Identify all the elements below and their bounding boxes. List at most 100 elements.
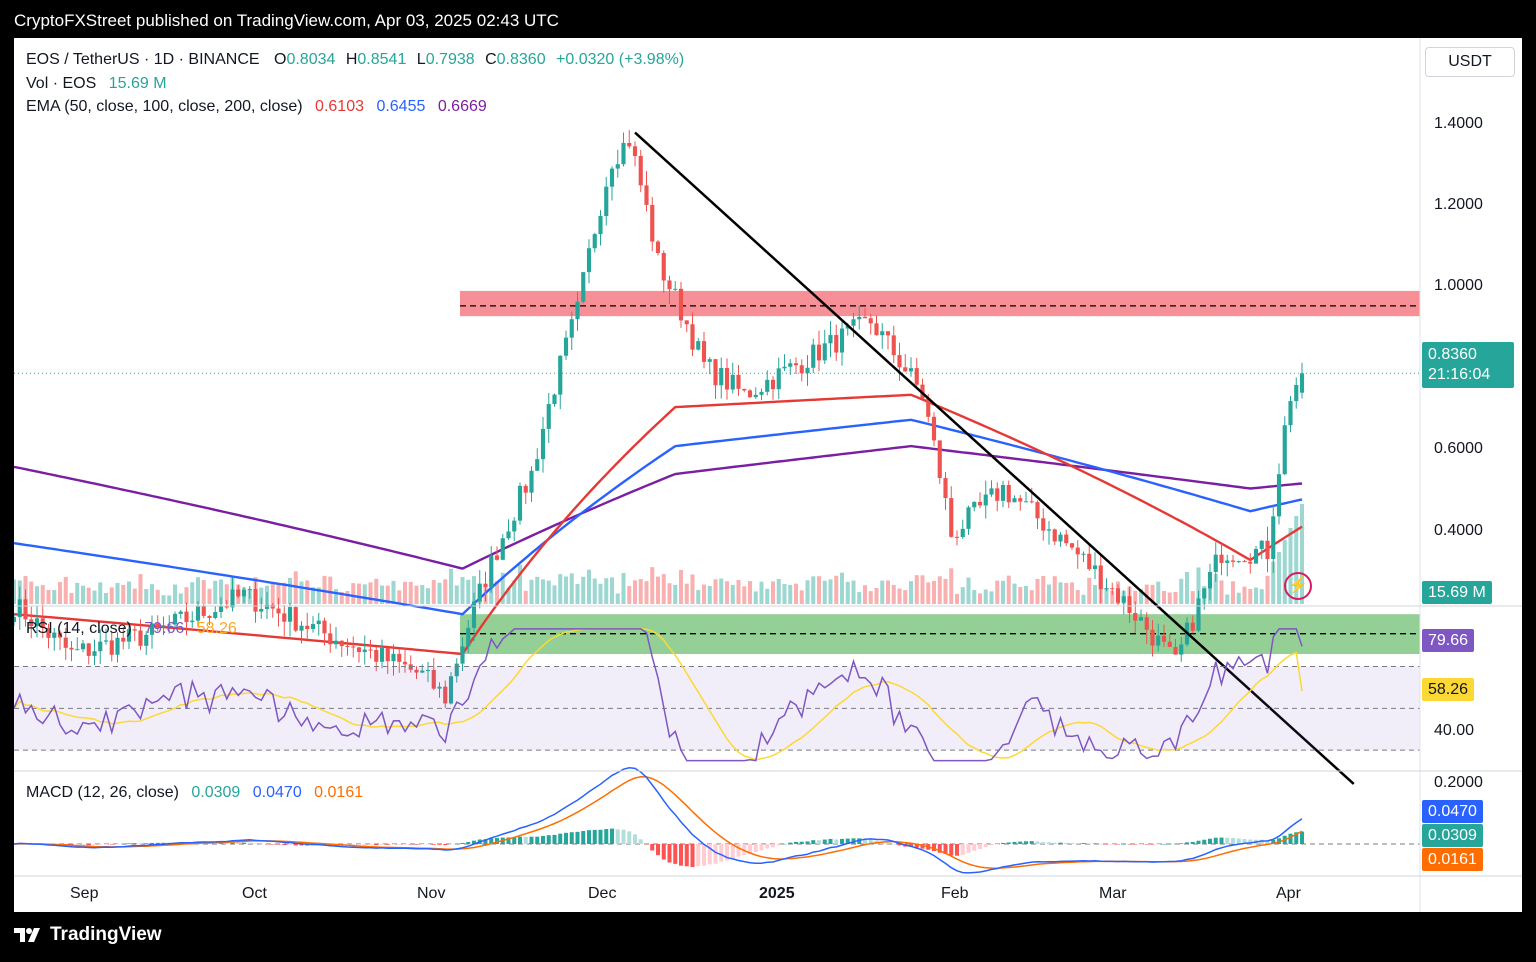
macd-legend[interactable]: MACD (12, 26, close) 0.0309 0.0470 0.016… [26,784,363,802]
volume-bar [868,591,873,604]
candle [868,318,873,324]
currency-selector[interactable]: USDT [1425,47,1515,77]
macd-histogram-bar [535,836,540,844]
chart-canvas[interactable] [14,38,1522,912]
candle [270,604,275,609]
volume-bar [1052,576,1057,604]
volume-bar [1265,575,1270,604]
macd-histogram-bar [684,844,689,867]
publish-header: CryptoFXStreet published on TradingView.… [14,11,559,30]
macd-histogram-bar [759,844,764,851]
candle [977,501,983,506]
open-value: 0.8034 [286,51,336,68]
volume-bar [586,569,592,604]
change-value: +0.0320 (+3.98%) [556,51,685,68]
macd-histogram-bar [1202,839,1207,844]
macd-hist-badge: 0.0309 [1422,824,1483,847]
macd-histogram-bar [1299,831,1305,844]
volume-bar [891,584,896,604]
macd-histogram-bar [805,841,810,844]
candle [75,649,80,651]
macd-histogram-bar [408,844,413,845]
symbol-legend[interactable]: EOS / TetherUS · 1D · BINANCE O0.8034 H0… [26,51,684,69]
volume-bar [345,590,350,604]
rsi-badge: 79.66 [1422,629,1475,652]
candle [103,640,109,642]
macd-histogram-bar [558,833,563,844]
candle [1133,612,1138,621]
high-label: H [345,51,358,68]
macd-histogram-bar [972,844,977,851]
macd-histogram-bar [443,844,448,846]
volume-bar [908,581,914,604]
candle [650,204,655,242]
last-price-badge[interactable]: 0.8360 21:16:04 [1422,342,1514,388]
chart-frame[interactable]: EOS / TetherUS · 1D · BINANCE O0.8034 H0… [14,38,1522,912]
macd-histogram-bar [92,844,97,846]
macd-histogram-bar [1242,838,1247,844]
candle [132,629,137,631]
candle [1253,548,1259,564]
candle [512,520,517,532]
macd-histogram-bar [598,829,603,844]
volume-bar [391,580,396,604]
volume-legend[interactable]: Vol · EOS 15.69 M [26,75,167,93]
volume-bar [730,584,735,604]
volume-bar [701,584,707,604]
candle [816,344,822,361]
candle [954,536,960,538]
volume-bar [563,576,569,604]
flash-icon[interactable]: ⚡ [1284,572,1312,600]
candle [86,643,91,656]
macd-histogram-bar [155,842,160,844]
macd-histogram-bar [977,844,983,850]
macd-histogram-bar [776,844,781,846]
rsi-legend[interactable]: RSI (14, close) 79.66 58.26 [26,620,237,638]
macd-histogram-bar [1006,842,1011,844]
ema-legend[interactable]: EMA (50, close, 100, close, 200, close) … [26,98,487,116]
macd-histogram-bar [75,844,80,846]
macd-histogram-bar [713,844,718,864]
volume-bar [1000,580,1006,604]
candle [581,272,586,302]
candle [264,604,270,609]
volume-bar [224,584,229,604]
candle [834,335,839,353]
candle [845,325,850,329]
macd-histogram-bar [149,842,155,844]
volume-bar [650,567,655,604]
macd-histogram-bar [868,839,873,844]
volume-bar [138,574,143,604]
candle [1110,588,1115,590]
candle [172,613,178,625]
candle [719,368,724,386]
candle [908,368,914,372]
candle [368,649,373,651]
macd-histogram-bar [1127,844,1132,845]
volume-bar [259,587,264,604]
candle [828,335,833,344]
macd-histogram-bar [1087,843,1092,844]
candle [776,368,781,390]
candle [839,328,845,353]
volume-bar [397,590,402,604]
candle [1029,501,1034,503]
candle [575,301,580,320]
macd-histogram-bar [517,836,523,844]
volume-bar [190,582,195,604]
price-tick: 1.0000 [1434,277,1483,294]
macd-histogram-bar [103,844,109,845]
macd-histogram-bar [719,844,724,862]
volume-bar [529,579,534,604]
macd-histogram-bar [80,844,86,846]
macd-histogram-bar [753,844,758,853]
macd-histogram-bar [1150,844,1155,845]
candle [218,606,224,613]
volume-bar [86,587,91,604]
candle [1035,502,1040,519]
volume-bar [839,572,845,604]
macd-histogram-bar [730,844,735,859]
footer-brand[interactable]: TradingView [14,924,162,946]
candle [1299,373,1305,393]
volume-bar [80,585,86,604]
